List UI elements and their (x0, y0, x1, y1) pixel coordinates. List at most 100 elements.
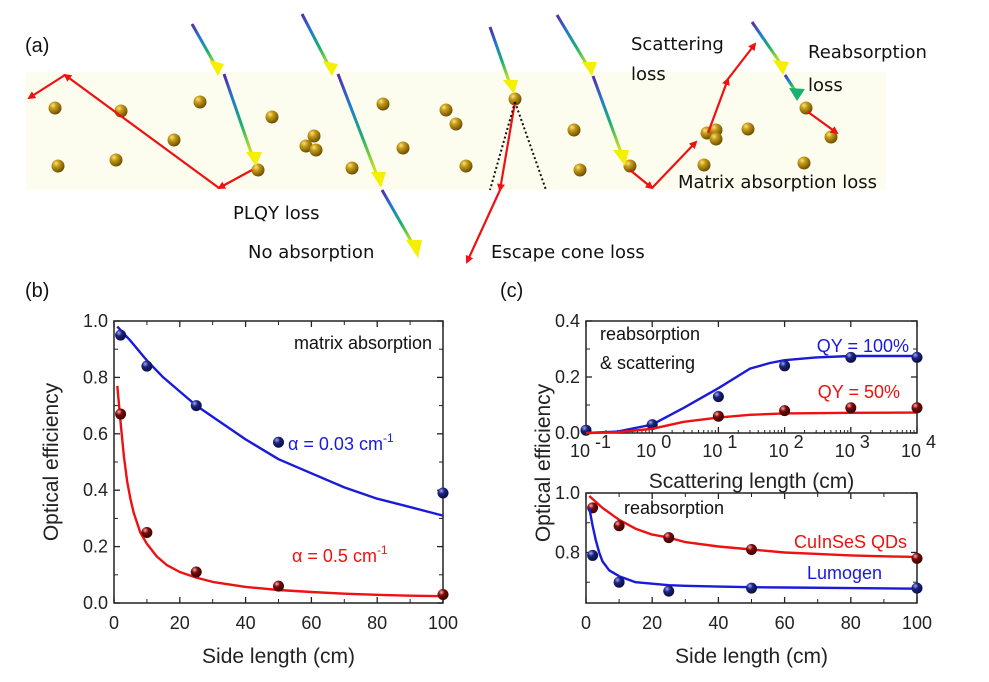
data-point (911, 552, 923, 564)
chart-c-top-scattering: 10 -1 10 0 10 1 10 2 10 3 10 40.00.20.4reabsorption… (555, 311, 936, 493)
series-cuinses-qds (587, 495, 923, 564)
quantum-dot-particle (439, 103, 453, 117)
x-tick-label: 0 (109, 613, 119, 633)
x-tick-label: 0 (581, 613, 591, 633)
plqy-loss-label: PLQY loss (233, 203, 320, 224)
matrix-ray-1 (629, 169, 654, 190)
x-tick-label: 60 (775, 613, 795, 633)
data-point (779, 360, 791, 372)
incident-ray-scattering (555, 14, 629, 166)
data-point (712, 391, 724, 403)
matrix-ray-2 (651, 140, 698, 189)
data-point (190, 400, 202, 412)
quantum-dot-particle (48, 101, 62, 115)
quantum-dot-particle (697, 158, 711, 172)
incident-ray-plqy (190, 23, 262, 166)
series-label-qy-50: QY = 50% (818, 382, 900, 402)
x-tick-label: 10 (769, 441, 789, 461)
quantum-dot-particle (567, 123, 581, 137)
chart-c-top-title-line2: & scattering (600, 353, 695, 373)
plqy-emission-ray-2 (63, 73, 220, 189)
chart-c-bottom-reabsorption: 0 20 40 60 80 100 0.8 1.0 reabsorption CuInSeS QD… (555, 483, 932, 668)
quantum-dot-particle (109, 153, 123, 167)
x-tick-label: 20 (642, 613, 662, 633)
emission-rays (27, 42, 839, 264)
data-point (141, 360, 153, 372)
scattering-loss-label-line2: loss (631, 64, 666, 85)
data-point (273, 436, 284, 448)
x-tick-label: 10 (835, 441, 855, 461)
escape-cone-loss-label: Escape cone loss (491, 242, 645, 263)
chart-c-top-title-line1: reabsorption (600, 324, 700, 344)
y-tick-label: 0.4 (83, 480, 108, 500)
x-tick-label-exponent: 1 (727, 432, 737, 452)
data-point (746, 582, 757, 594)
panel-a-label: (a) (25, 35, 49, 57)
data-point (663, 585, 675, 597)
data-point (141, 527, 153, 538)
data-point (115, 408, 127, 420)
quantum-dot-particle (167, 133, 181, 147)
quantum-dot-particle (265, 110, 279, 124)
scattering-ray-2 (727, 42, 757, 80)
quantum-dot-particle (376, 97, 390, 111)
x-tick-label: 10 (636, 441, 656, 461)
quantum-dot-particle (251, 163, 265, 177)
panel-a-diagram: (a) (25, 13, 927, 264)
data-point (613, 576, 625, 588)
reabsorption-loss-label-line1: Reabsorption (808, 42, 927, 63)
quantum-dot-particle (459, 159, 473, 173)
quantum-dot-particle (573, 163, 587, 177)
y-tick-label: 0.2 (83, 537, 108, 557)
panel-c-label: (c) (500, 280, 523, 302)
series-qy-100- (580, 351, 923, 436)
x-tick-label-exponent: 0 (661, 432, 671, 452)
series-label-alpha-0-5: α = 0.5 cm-1 (292, 543, 388, 566)
x-tick-label: 20 (170, 613, 190, 633)
y-tick-label: 1.0 (555, 483, 580, 503)
series-label-qy-100: QY = 100% (817, 336, 909, 356)
reabsorption-loss-label-line2: loss (808, 75, 843, 96)
data-point (746, 543, 757, 555)
data-point (587, 549, 599, 561)
data-point (911, 351, 923, 363)
data-point (779, 405, 791, 417)
data-point (613, 520, 625, 532)
x-tick-label-exponent: -1 (595, 432, 611, 452)
scattering-ray-1 (706, 77, 730, 134)
no-absorption-label: No absorption (248, 242, 374, 263)
quantum-dot-particle (449, 117, 463, 131)
data-point (663, 532, 675, 544)
quantum-dot-particle (299, 139, 313, 153)
quantum-dot-particle (396, 141, 410, 155)
scattering-loss-label-line1: Scattering (631, 34, 724, 55)
series--0-5-cm- (115, 385, 449, 601)
quantum-dot-particle (709, 132, 723, 146)
chart-b-title: matrix absorption (294, 333, 432, 353)
matrix-absorption-loss-label: Matrix absorption loss (678, 172, 877, 193)
x-tick-label-exponent: 2 (794, 432, 804, 452)
quantum-dot-particle (797, 156, 811, 170)
x-tick-label: 40 (708, 613, 728, 633)
y-axis-label: Optical efficiency (40, 382, 63, 541)
y-tick-label: 1.0 (83, 311, 108, 331)
series-lumogen (587, 507, 923, 597)
reabsorption-ray (807, 111, 839, 135)
series--0-03-cm- (115, 325, 449, 517)
x-tick-label: 40 (236, 613, 256, 633)
incident-rays (190, 13, 805, 258)
x-tick-label: 60 (301, 613, 321, 633)
x-axis-label: Side length (cm) (675, 645, 828, 668)
x-tick-label-exponent: 4 (926, 432, 936, 452)
fit-line (585, 411, 918, 435)
x-tick-label: 10 (570, 441, 590, 461)
x-tick-label: 80 (841, 613, 861, 633)
data-point (273, 580, 284, 592)
quantum-dot-particle (193, 95, 207, 109)
x-tick-label-exponent: 3 (860, 432, 870, 452)
x-tick-label: 10 (901, 441, 921, 461)
data-point (115, 329, 127, 341)
data-point (845, 402, 857, 414)
incident-ray-escape-cone (488, 26, 518, 94)
series-label-cuinses-qds: CuInSeS QDs (794, 532, 907, 552)
